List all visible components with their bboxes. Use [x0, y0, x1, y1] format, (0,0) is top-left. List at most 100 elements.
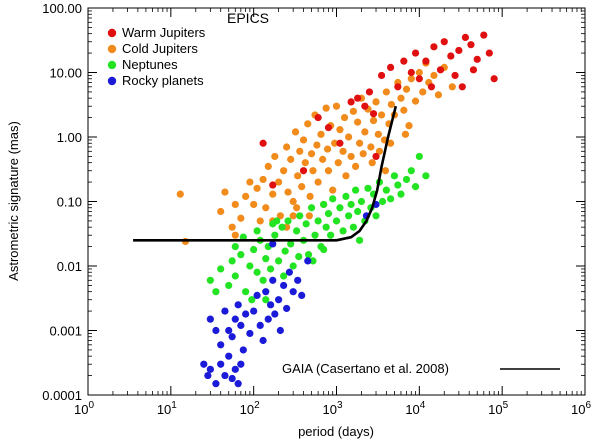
point-cold-jupiters: [323, 145, 332, 153]
point-neptunes: [402, 175, 411, 184]
point-rocky-planets: [294, 276, 302, 284]
point-neptunes: [355, 236, 364, 244]
point-neptunes: [228, 257, 236, 265]
point-neptunes: [302, 220, 310, 228]
point-neptunes: [248, 296, 256, 304]
point-cold-jupiters: [231, 200, 239, 209]
y-tick-label: 0.10: [57, 195, 82, 210]
y-tick-label: 10.00: [49, 66, 82, 81]
point-cold-jupiters: [256, 217, 264, 225]
point-neptunes: [293, 227, 301, 235]
point-cold-jupiters: [347, 152, 355, 161]
point-rocky-planets: [225, 352, 233, 360]
point-rocky-planets: [217, 341, 225, 349]
point-cold-jupiters: [221, 188, 229, 196]
point-cold-jupiters: [231, 231, 239, 239]
point-warm-jupiters: [422, 57, 430, 65]
point-neptunes: [327, 231, 335, 239]
point-neptunes: [378, 197, 387, 206]
point-neptunes: [387, 195, 395, 203]
point-warm-jupiters: [347, 98, 355, 106]
point-cold-jupiters: [329, 186, 337, 194]
point-rocky-planets: [237, 360, 245, 368]
point-warm-jupiters: [354, 94, 362, 102]
point-neptunes: [275, 257, 283, 265]
point-warm-jupiters: [369, 110, 378, 118]
x-tick-label: 101: [157, 400, 177, 417]
point-cold-jupiters: [304, 120, 312, 128]
point-rocky-planets: [234, 301, 242, 309]
point-neptunes: [212, 288, 220, 296]
point-cold-jupiters: [228, 223, 236, 231]
point-neptunes: [253, 268, 261, 276]
x-tick-label: 106: [571, 400, 591, 417]
point-rocky-planets: [283, 304, 291, 313]
point-rocky-planets: [237, 321, 245, 329]
point-warm-jupiters: [490, 75, 498, 83]
point-warm-jupiters: [469, 66, 478, 74]
point-neptunes: [217, 265, 225, 273]
point-cold-jupiters: [242, 192, 250, 200]
point-neptunes: [397, 190, 405, 198]
point-neptunes: [422, 172, 430, 180]
point-cold-jupiters: [309, 167, 317, 175]
point-rocky-planets: [231, 315, 239, 323]
point-cold-jupiters: [342, 172, 350, 180]
point-cold-jupiters: [361, 128, 369, 136]
point-neptunes: [266, 265, 275, 273]
point-cold-jupiters: [237, 214, 245, 222]
point-cold-jupiters: [280, 167, 288, 175]
point-neptunes: [287, 240, 295, 248]
point-warm-jupiters: [299, 167, 308, 175]
point-rocky-planets: [276, 326, 284, 335]
point-cold-jupiters: [377, 111, 386, 119]
x-tick-label: 105: [488, 400, 508, 417]
point-warm-jupiters: [458, 83, 466, 91]
point-rocky-planets: [200, 360, 208, 368]
point-warm-jupiters: [467, 41, 475, 49]
point-rocky-planets: [289, 288, 297, 296]
y-axis-title: Astrometric signature (mas): [6, 121, 21, 281]
point-rocky-planets: [221, 307, 229, 315]
point-neptunes: [372, 212, 380, 220]
point-cold-jupiters: [283, 143, 291, 151]
tick-labels: 100 101 102 103 104 105 106 0.0001 0.001 0.01 0.10…: [42, 1, 591, 417]
point-warm-jupiters: [447, 52, 455, 60]
point-warm-jupiters: [269, 181, 277, 189]
point-cold-jupiters: [287, 155, 295, 163]
point-cold-jupiters: [324, 167, 333, 175]
point-neptunes: [239, 233, 247, 241]
point-warm-jupiters: [455, 46, 463, 55]
x-tick-label: 100: [74, 400, 94, 417]
point-warm-jupiters: [451, 71, 459, 80]
point-cold-jupiters: [331, 139, 339, 147]
legend-marker-rocky-planets: [107, 76, 117, 86]
point-neptunes: [253, 227, 261, 235]
point-neptunes: [349, 223, 358, 231]
point-neptunes: [225, 281, 233, 290]
legend-label-warm-jupiters: Warm Jupiters: [122, 25, 206, 40]
legend-label-cold-jupiters: Cold Jupiters: [122, 41, 198, 56]
point-cold-jupiters: [276, 212, 284, 220]
point-cold-jupiters: [419, 88, 427, 96]
point-cold-jupiters: [334, 159, 342, 167]
point-cold-jupiters: [289, 197, 297, 206]
point-rocky-planets: [206, 315, 214, 323]
reference-curve-label: GAIA (Casertano et al. 2008): [282, 361, 449, 376]
chart-title: EPICS: [227, 10, 269, 26]
point-rocky-planets: [225, 326, 233, 335]
point-neptunes: [273, 217, 281, 225]
point-cold-jupiters: [289, 212, 297, 220]
point-neptunes: [311, 231, 319, 239]
point-neptunes: [336, 204, 344, 212]
point-cold-jupiters: [351, 162, 360, 171]
point-warm-jupiters: [361, 102, 369, 110]
point-cold-jupiters: [336, 126, 344, 134]
point-cold-jupiters: [306, 192, 314, 200]
point-cold-jupiters: [275, 178, 283, 186]
point-cold-jupiters: [369, 116, 378, 125]
point-cold-jupiters: [372, 98, 380, 106]
point-warm-jupiters: [436, 66, 445, 74]
point-neptunes: [307, 204, 316, 212]
point-rocky-planets: [239, 346, 247, 354]
